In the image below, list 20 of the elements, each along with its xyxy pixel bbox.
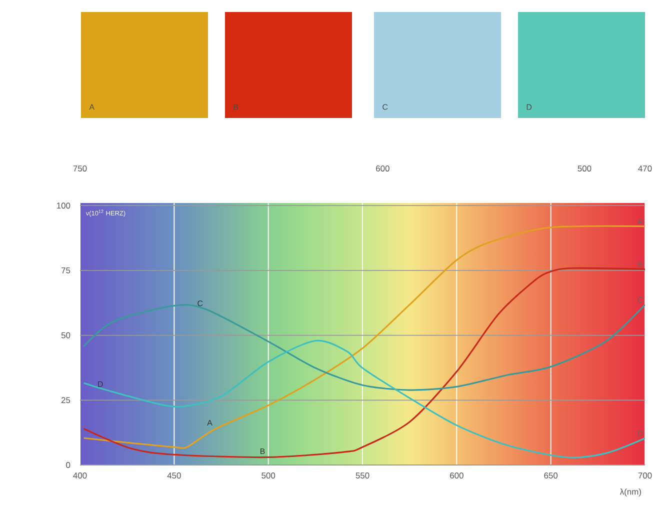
x-tick-label: 650: [544, 472, 558, 479]
x-tick-label: 500: [262, 472, 276, 479]
y-tick-label: 0: [66, 462, 70, 468]
y-tick-label: 50: [61, 332, 70, 338]
x2-tick-label: 470: [638, 165, 652, 172]
x-tick-label: 400: [73, 472, 87, 479]
x2-tick-label: 500: [578, 165, 592, 172]
x-axis-title: λ(nm): [620, 488, 641, 496]
line-series: [82, 225, 646, 449]
x2-tick-label: 600: [376, 165, 390, 172]
line-series: [82, 267, 646, 458]
y-tick-label: 100: [56, 202, 70, 209]
x-tick-label: 700: [638, 472, 652, 479]
y-tick-label: 25: [61, 397, 70, 404]
x2-tick-label: 750: [73, 165, 87, 172]
x-tick-label: 600: [450, 472, 464, 479]
x-tick-label: 450: [167, 472, 181, 479]
y-tick-label: 75: [62, 267, 70, 274]
x-tick-label: 550: [356, 472, 370, 479]
line-series: [82, 340, 646, 458]
